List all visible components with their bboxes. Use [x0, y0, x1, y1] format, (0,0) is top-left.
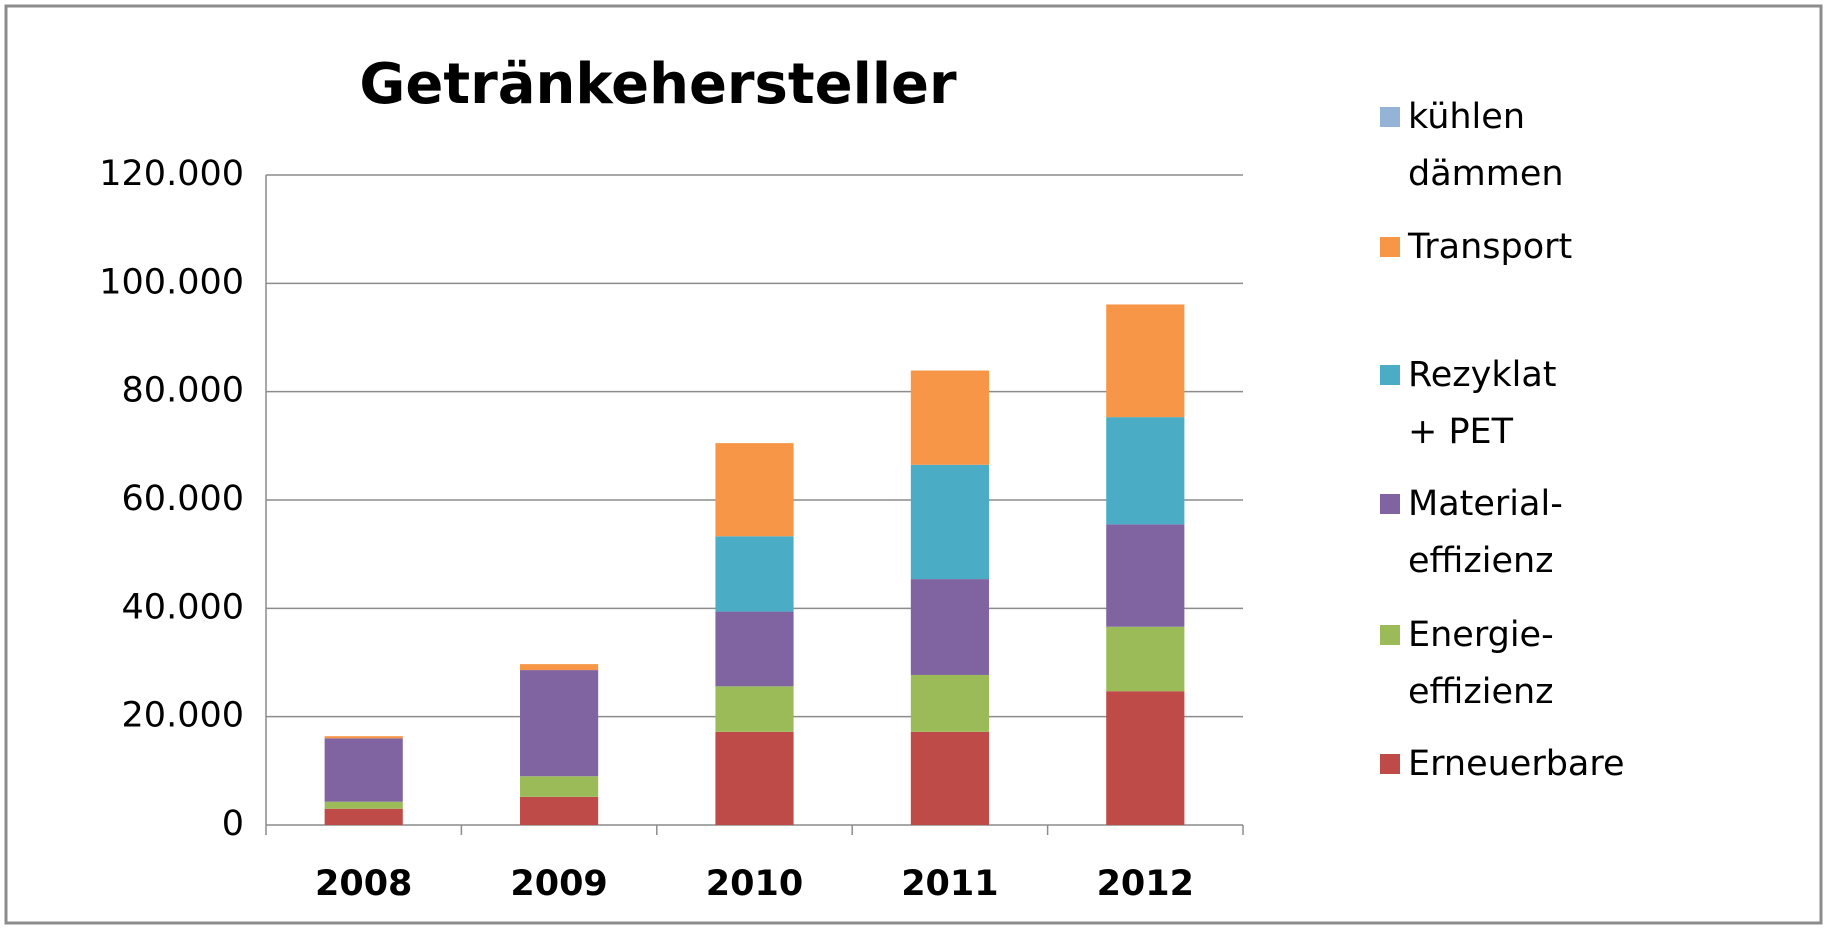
bar-segment	[1106, 691, 1185, 825]
legend-entry: Transport	[1380, 219, 1572, 276]
bar-segment	[715, 443, 794, 537]
bar-segment	[324, 808, 403, 825]
bar-segment	[1106, 626, 1185, 692]
legend-swatch	[1380, 365, 1400, 385]
legend-label: kühlen dämmen	[1408, 97, 1564, 194]
bar-segment	[324, 801, 403, 809]
bar-segment	[520, 796, 599, 825]
legend-entry: Energie- effizienz	[1380, 607, 1554, 721]
bar-segment	[1106, 524, 1185, 627]
bar-segment	[715, 731, 794, 825]
legend-label: Rezyklat + PET	[1408, 355, 1557, 452]
legend-swatch	[1380, 107, 1400, 127]
bar-segment	[715, 686, 794, 732]
chart-title: Getränkehersteller	[359, 52, 957, 117]
y-tick-label: 40.000	[122, 587, 244, 627]
bar-segment	[910, 674, 989, 732]
y-tick-label: 60.000	[122, 479, 244, 519]
legend-swatch	[1380, 625, 1400, 645]
legend-label: Energie- effizienz	[1408, 615, 1554, 712]
bar-segment	[910, 579, 989, 675]
y-tick-label: 20.000	[122, 696, 244, 736]
bar-segment	[324, 738, 403, 802]
legend-entry: kühlen dämmen	[1380, 89, 1564, 203]
bar-segment	[715, 536, 794, 612]
bar-segment	[324, 736, 403, 739]
bar-segment	[910, 731, 989, 825]
bar-segment	[910, 464, 989, 580]
legend-entry: Material- effizienz	[1380, 476, 1563, 590]
y-tick-label: 100.000	[99, 262, 244, 302]
legend-swatch	[1380, 494, 1400, 514]
bar-segment	[1106, 417, 1185, 525]
legend-swatch	[1380, 754, 1400, 774]
y-tick-label: 120.000	[99, 154, 244, 194]
y-tick-label: 0	[222, 804, 244, 844]
legend-label: Erneuerbare	[1408, 744, 1625, 784]
x-tick-label: 2009	[510, 864, 607, 904]
x-tick-label: 2010	[706, 864, 803, 904]
bar-segment	[1106, 304, 1185, 418]
bar-segment	[520, 670, 599, 777]
x-tick-label: 2011	[901, 864, 998, 904]
legend-label: Material- effizienz	[1408, 484, 1563, 581]
bar-segment	[910, 370, 989, 465]
bar-segment	[520, 664, 599, 671]
x-tick-label: 2008	[315, 864, 412, 904]
x-tick-label: 2012	[1097, 864, 1194, 904]
legend-entry: Erneuerbare	[1380, 736, 1625, 793]
bar-segment	[715, 611, 794, 687]
legend-entry: Rezyklat + PET	[1380, 347, 1557, 461]
y-tick-label: 80.000	[122, 371, 244, 411]
legend-swatch	[1380, 237, 1400, 257]
legend-label: Transport	[1408, 227, 1573, 267]
bar-segment	[520, 776, 599, 797]
